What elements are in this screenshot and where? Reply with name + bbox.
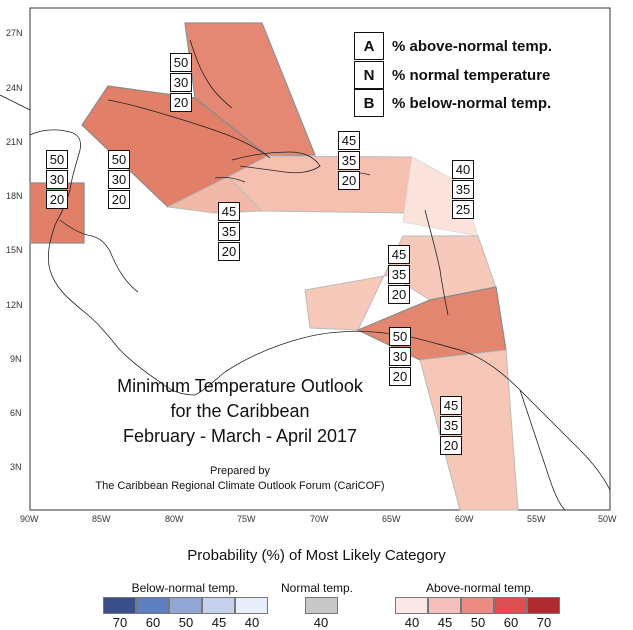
prob-below: 20 [170, 93, 192, 112]
prob-below: 20 [218, 242, 240, 261]
below-tick-label: 45 [211, 615, 227, 630]
prob-above: 45 [440, 396, 462, 415]
prob-normal: 35 [338, 151, 360, 170]
prob-above: 50 [389, 327, 411, 346]
above-tick-label: 50 [470, 615, 486, 630]
region-guianas [419, 349, 519, 511]
lat-label: 9N [10, 354, 22, 364]
above-normal-label: Above-normal temp. [425, 581, 535, 595]
lon-label: 55W [527, 514, 546, 524]
above-tick-label: 45 [437, 615, 453, 630]
coastlines [0, 39, 611, 511]
lon-label: 60W [455, 514, 474, 524]
prob-below: 25 [452, 200, 474, 219]
probability-legend-title: Probability (%) of Most Likely Category [187, 547, 446, 564]
probbox-guianas: 45 35 20 [440, 396, 462, 456]
lon-label: 90W [20, 514, 39, 524]
prob-below: 20 [338, 171, 360, 190]
probbox-cuba-west: 50 30 20 [108, 150, 130, 210]
probbox-hispaniola: 45 35 20 [338, 131, 360, 191]
below-swatch [235, 597, 268, 614]
prob-below: 20 [389, 367, 411, 386]
probbox-leeward: 40 35 25 [452, 160, 474, 220]
below-swatch [103, 597, 136, 614]
prob-above: 50 [108, 150, 130, 169]
below-tick-label: 50 [178, 615, 194, 630]
below-swatch [202, 597, 235, 614]
lon-label: 80W [165, 514, 184, 524]
lat-label: 6N [10, 408, 22, 418]
credit-line: The Caribbean Regional Climate Outlook F… [95, 480, 385, 492]
above-swatch [395, 597, 428, 614]
prob-normal: 30 [108, 170, 130, 189]
probbox-bahamas: 50 30 20 [170, 53, 192, 113]
below-tick-label: 60 [145, 615, 161, 630]
lat-label: 27N [6, 28, 23, 38]
region-bahamas [184, 22, 316, 157]
key-letter: A [354, 32, 384, 60]
prob-below: 20 [440, 436, 462, 455]
prob-below: 20 [388, 285, 410, 304]
lat-label: 18N [6, 191, 23, 201]
normal-label: Normal temp. [280, 581, 354, 595]
prob-normal: 30 [170, 73, 192, 92]
lon-label: 75W [237, 514, 256, 524]
normal-swatch [305, 597, 338, 614]
normal-tick-label: 40 [313, 615, 329, 630]
prob-normal: 35 [452, 180, 474, 199]
above-tick-label: 40 [404, 615, 420, 630]
below-swatch [136, 597, 169, 614]
lat-label: 3N [10, 462, 22, 472]
key-above: A % above-normal temp. [354, 32, 614, 60]
prob-normal: 35 [218, 222, 240, 241]
prob-normal: 30 [389, 347, 411, 366]
lat-label: 24N [6, 83, 23, 93]
key-text: % below-normal temp. [392, 94, 552, 112]
prob-above: 45 [388, 245, 410, 264]
prob-normal: 35 [440, 416, 462, 435]
lat-label: 15N [6, 245, 23, 255]
map-title-line: Minimum Temperature Outlook [117, 376, 363, 396]
key-letter: B [354, 89, 384, 117]
map-title-line: for the Caribbean [170, 401, 310, 421]
below-tick-label: 70 [112, 615, 128, 630]
lat-label: 12N [6, 300, 23, 310]
above-swatch [494, 597, 527, 614]
prob-above: 50 [46, 150, 68, 169]
lat-label: 21N [6, 137, 23, 147]
probbox-belize: 50 30 20 [46, 150, 68, 210]
lon-label: 70W [310, 514, 329, 524]
prob-above: 45 [338, 131, 360, 150]
prob-above: 50 [170, 53, 192, 72]
lon-label: 65W [382, 514, 401, 524]
probbox-windward: 45 35 20 [388, 245, 410, 305]
probbox-jamaica: 45 35 20 [218, 202, 240, 262]
below-normal-label: Below-normal temp. [131, 581, 239, 595]
above-swatch [527, 597, 560, 614]
credit-line: Prepared by [210, 465, 270, 477]
below-swatch [169, 597, 202, 614]
lon-label: 85W [92, 514, 111, 524]
key-text: % normal temperature [392, 66, 551, 84]
above-tick-label: 60 [503, 615, 519, 630]
prob-above: 45 [218, 202, 240, 221]
key-text: % above-normal temp. [392, 37, 553, 55]
probbox-trinidad: 50 30 20 [389, 327, 411, 387]
map-title-line: February - March - April 2017 [122, 426, 358, 446]
prob-below: 20 [46, 190, 68, 209]
prob-above: 40 [452, 160, 474, 179]
lon-label: 50W [598, 514, 617, 524]
prob-normal: 30 [46, 170, 68, 189]
key-normal: N % normal temperature [354, 61, 614, 89]
above-swatch [461, 597, 494, 614]
key-below: B % below-normal temp. [354, 89, 614, 117]
prob-normal: 35 [388, 265, 410, 284]
key-letter: N [354, 61, 384, 89]
prob-below: 20 [108, 190, 130, 209]
below-tick-label: 40 [244, 615, 260, 630]
above-swatch [428, 597, 461, 614]
above-tick-label: 70 [536, 615, 552, 630]
